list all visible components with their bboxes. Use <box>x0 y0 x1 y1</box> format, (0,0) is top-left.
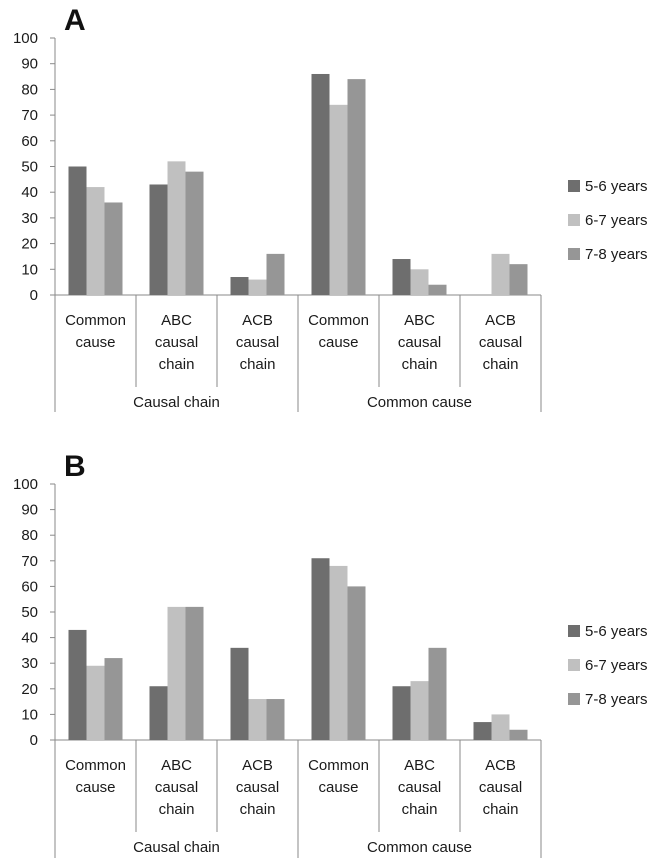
category-label: Common cause <box>308 312 369 351</box>
bar-1-series-3 <box>104 658 123 740</box>
y-tick-label: 50 <box>21 159 38 176</box>
y-tick-label: 100 <box>13 476 38 493</box>
y-tick-label: 40 <box>21 184 38 201</box>
bar-5-series-2 <box>410 681 429 740</box>
category-label: Common cause <box>65 312 126 351</box>
y-tick-label: 70 <box>21 553 38 570</box>
bar-3-series-2 <box>248 699 267 740</box>
bar-6-series-2 <box>491 714 510 740</box>
y-tick-label: 80 <box>21 81 38 98</box>
bar-2-series-2 <box>167 161 186 295</box>
bar-1-series-1 <box>68 166 87 295</box>
bar-5-series-3 <box>428 647 447 740</box>
bar-1-series-1 <box>68 629 87 740</box>
bar-3-series-2 <box>248 279 267 295</box>
y-tick-label: 10 <box>21 261 38 278</box>
y-tick-label: 30 <box>21 655 38 672</box>
y-tick-label: 10 <box>21 706 38 723</box>
chart-panel-b: B 0 10 20 30 40 50 60 70 80 90 100 Common cause ABC cau… <box>13 450 648 858</box>
bar-4-series-3 <box>347 586 366 740</box>
legend-swatch <box>568 248 580 260</box>
bar-1-series-2 <box>86 187 105 295</box>
bar-2-series-3 <box>185 606 204 740</box>
bar-3-series-1 <box>230 647 249 740</box>
category-label: Common cause <box>308 757 369 796</box>
category-label: ACB causal chain <box>236 312 279 373</box>
legend-swatch <box>568 693 580 705</box>
category-label: ABC causal chain <box>155 312 198 373</box>
bar-2-series-3 <box>185 171 204 295</box>
group-label: Causal chain <box>133 394 220 411</box>
y-tick-label: 30 <box>21 210 38 227</box>
bar-4-series-2 <box>329 104 348 295</box>
y-tick-label: 100 <box>13 30 38 47</box>
y-tick-label: 90 <box>21 502 38 519</box>
bar-6-series-1 <box>473 722 492 740</box>
legend-swatch <box>568 625 580 637</box>
legend-label: 7-8 years <box>585 691 648 708</box>
bar-2-series-1 <box>149 686 168 740</box>
bar-3-series-3 <box>266 253 285 295</box>
y-tick-label: 70 <box>21 107 38 124</box>
category-label: ACB causal chain <box>479 312 522 373</box>
legend-swatch <box>568 180 580 192</box>
bar-4-series-3 <box>347 79 366 296</box>
bar-6-series-3 <box>509 264 528 295</box>
category-label: ABC causal chain <box>155 757 198 818</box>
legend-swatch <box>568 214 580 226</box>
group-label: Common cause <box>367 394 472 411</box>
bar-4-series-1 <box>311 73 330 295</box>
legend-label: 5-6 years <box>585 178 648 195</box>
legend-label: 7-8 years <box>585 246 648 263</box>
legend-swatch <box>568 659 580 671</box>
y-tick-label: 60 <box>21 133 38 150</box>
y-tick-label: 80 <box>21 527 38 544</box>
bar-5-series-1 <box>392 259 411 295</box>
y-tick-label: 20 <box>21 236 38 253</box>
bar-3-series-3 <box>266 699 285 740</box>
y-tick-label: 60 <box>21 578 38 595</box>
bar-1-series-3 <box>104 202 123 295</box>
panel-label: B <box>64 450 86 483</box>
y-tick-label: 0 <box>30 287 38 304</box>
legend-label: 6-7 years <box>585 212 648 229</box>
y-tick-label: 90 <box>21 56 38 73</box>
y-tick-label: 0 <box>30 732 38 749</box>
category-label: ACB causal chain <box>236 757 279 818</box>
bar-6-series-2 <box>491 253 510 295</box>
legend-label: 5-6 years <box>585 623 648 640</box>
bar-5-series-3 <box>428 284 447 295</box>
y-tick-label: 50 <box>21 604 38 621</box>
bar-6-series-3 <box>509 729 528 740</box>
bar-5-series-2 <box>410 269 429 295</box>
y-tick-label: 20 <box>21 681 38 698</box>
bar-3-series-1 <box>230 277 249 295</box>
category-label: Common cause <box>65 757 126 796</box>
bar-1-series-2 <box>86 665 105 740</box>
chart-panel-a: A 0 10 20 30 40 50 60 70 80 90 100 Common cause ABC cau… <box>13 4 648 412</box>
bar-4-series-1 <box>311 558 330 740</box>
category-label: ABC causal chain <box>398 312 441 373</box>
y-tick-label: 40 <box>21 630 38 647</box>
category-label: ACB causal chain <box>479 757 522 818</box>
bar-5-series-1 <box>392 686 411 740</box>
legend-label: 6-7 years <box>585 657 648 674</box>
group-label: Causal chain <box>133 839 220 856</box>
category-label: ABC causal chain <box>398 757 441 818</box>
bar-4-series-2 <box>329 565 348 740</box>
panel-label: A <box>64 4 86 37</box>
group-label: Common cause <box>367 839 472 856</box>
bar-2-series-1 <box>149 184 168 295</box>
bar-2-series-2 <box>167 606 186 740</box>
